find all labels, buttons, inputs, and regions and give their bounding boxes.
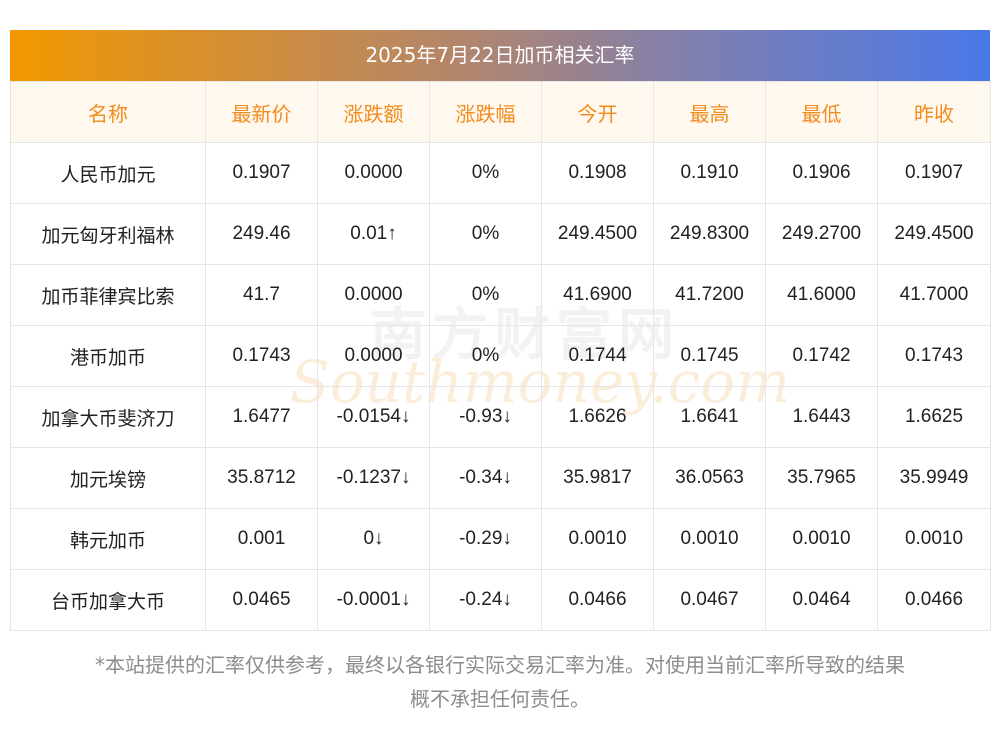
cell-change-pct: -0.24↓ <box>429 569 542 631</box>
cell-low: 0.1906 <box>765 142 878 204</box>
cell-change-pct: -0.29↓ <box>429 508 542 570</box>
cell-latest: 0.001 <box>205 508 318 570</box>
cell-name: 加币菲律宾比索 <box>10 264 206 326</box>
cell-name: 台币加拿大币 <box>10 569 206 631</box>
cell-prev-close: 0.0466 <box>877 569 991 631</box>
cell-high: 0.1910 <box>653 142 766 204</box>
cell-name: 韩元加币 <box>10 508 206 570</box>
cell-latest: 0.1907 <box>205 142 318 204</box>
cell-high: 0.1745 <box>653 325 766 387</box>
table-row: 加元匈牙利福林 249.46 0.01↑ 0% 249.4500 249.8300 249.… <box>10 203 991 265</box>
table-row: 台币加拿大币 0.0465 -0.0001↓ -0.24↓ 0.0466 0.0467 0.… <box>10 569 991 631</box>
cell-low: 0.0464 <box>765 569 878 631</box>
cell-change-pct: 0% <box>429 203 542 265</box>
cell-open: 0.1908 <box>541 142 654 204</box>
cell-high: 249.8300 <box>653 203 766 265</box>
disclaimer-line-2: 概不承担任何责任。 <box>410 687 590 711</box>
cell-change: -0.1237↓ <box>317 447 430 509</box>
col-header-change-pct: 涨跌幅 <box>429 81 542 143</box>
table-row: 加元埃镑 35.8712 -0.1237↓ -0.34↓ 35.9817 36.0563 3… <box>10 447 991 509</box>
cell-low: 0.1742 <box>765 325 878 387</box>
col-header-change: 涨跌额 <box>317 81 430 143</box>
cell-change: 0↓ <box>317 508 430 570</box>
col-header-prev-close: 昨收 <box>877 81 991 143</box>
cell-latest: 0.1743 <box>205 325 318 387</box>
cell-low: 41.6000 <box>765 264 878 326</box>
disclaimer-line-1: *本站提供的汇率仅供参考，最终以各银行实际交易汇率为准。对使用当前汇率所导致的结… <box>95 653 905 677</box>
table-title: 2025年7月22日加币相关汇率 <box>10 30 990 81</box>
cell-name: 加拿大币斐济刀 <box>10 386 206 448</box>
col-header-name: 名称 <box>10 81 206 143</box>
col-header-latest: 最新价 <box>205 81 318 143</box>
cell-change: -0.0154↓ <box>317 386 430 448</box>
cell-high: 0.0010 <box>653 508 766 570</box>
rate-table-container: 2025年7月22日加币相关汇率 名称 最新价 涨跌额 涨跌幅 今开 最高 最低… <box>10 30 991 631</box>
cell-open: 41.6900 <box>541 264 654 326</box>
header-row: 名称 最新价 涨跌额 涨跌幅 今开 最高 最低 昨收 <box>10 81 991 143</box>
table-row: 港币加币 0.1743 0.0000 0% 0.1744 0.1745 0.1742 0.17… <box>10 325 991 387</box>
cell-prev-close: 35.9949 <box>877 447 991 509</box>
cell-change: -0.0001↓ <box>317 569 430 631</box>
cell-change-pct: 0% <box>429 264 542 326</box>
cell-change: 0.01↑ <box>317 203 430 265</box>
cell-open: 1.6626 <box>541 386 654 448</box>
cell-open: 249.4500 <box>541 203 654 265</box>
col-header-low: 最低 <box>765 81 878 143</box>
table-row: 韩元加币 0.001 0↓ -0.29↓ 0.0010 0.0010 0.0010 0.001… <box>10 508 991 570</box>
cell-prev-close: 1.6625 <box>877 386 991 448</box>
cell-prev-close: 0.1743 <box>877 325 991 387</box>
cell-change: 0.0000 <box>317 142 430 204</box>
col-header-open: 今开 <box>541 81 654 143</box>
table-row: 人民币加元 0.1907 0.0000 0% 0.1908 0.1910 0.1906 0.1… <box>10 142 991 204</box>
cell-latest: 1.6477 <box>205 386 318 448</box>
cell-high: 1.6641 <box>653 386 766 448</box>
cell-name: 加元匈牙利福林 <box>10 203 206 265</box>
cell-latest: 35.8712 <box>205 447 318 509</box>
cell-high: 0.0467 <box>653 569 766 631</box>
cell-high: 36.0563 <box>653 447 766 509</box>
cell-open: 0.1744 <box>541 325 654 387</box>
cell-low: 1.6443 <box>765 386 878 448</box>
cell-low: 35.7965 <box>765 447 878 509</box>
disclaimer: *本站提供的汇率仅供参考，最终以各银行实际交易汇率为准。对使用当前汇率所导致的结… <box>0 648 1000 716</box>
cell-low: 249.2700 <box>765 203 878 265</box>
table-row: 加拿大币斐济刀 1.6477 -0.0154↓ -0.93↓ 1.6626 1.6641 1… <box>10 386 991 448</box>
cell-open: 0.0466 <box>541 569 654 631</box>
cell-change-pct: -0.34↓ <box>429 447 542 509</box>
cell-open: 35.9817 <box>541 447 654 509</box>
cell-latest: 0.0465 <box>205 569 318 631</box>
cell-change: 0.0000 <box>317 325 430 387</box>
cell-high: 41.7200 <box>653 264 766 326</box>
cell-latest: 41.7 <box>205 264 318 326</box>
cell-prev-close: 0.0010 <box>877 508 991 570</box>
cell-prev-close: 0.1907 <box>877 142 991 204</box>
cell-low: 0.0010 <box>765 508 878 570</box>
cell-change-pct: -0.93↓ <box>429 386 542 448</box>
cell-change-pct: 0% <box>429 142 542 204</box>
cell-name: 人民币加元 <box>10 142 206 204</box>
cell-open: 0.0010 <box>541 508 654 570</box>
cell-prev-close: 249.4500 <box>877 203 991 265</box>
cell-name: 港币加币 <box>10 325 206 387</box>
table-row: 加币菲律宾比索 41.7 0.0000 0% 41.6900 41.7200 41.6000… <box>10 264 991 326</box>
rate-table: 名称 最新价 涨跌额 涨跌幅 今开 最高 最低 昨收 人民币加元 0.1907 0.… <box>10 81 991 631</box>
cell-change-pct: 0% <box>429 325 542 387</box>
cell-prev-close: 41.7000 <box>877 264 991 326</box>
cell-latest: 249.46 <box>205 203 318 265</box>
cell-change: 0.0000 <box>317 264 430 326</box>
col-header-high: 最高 <box>653 81 766 143</box>
cell-name: 加元埃镑 <box>10 447 206 509</box>
